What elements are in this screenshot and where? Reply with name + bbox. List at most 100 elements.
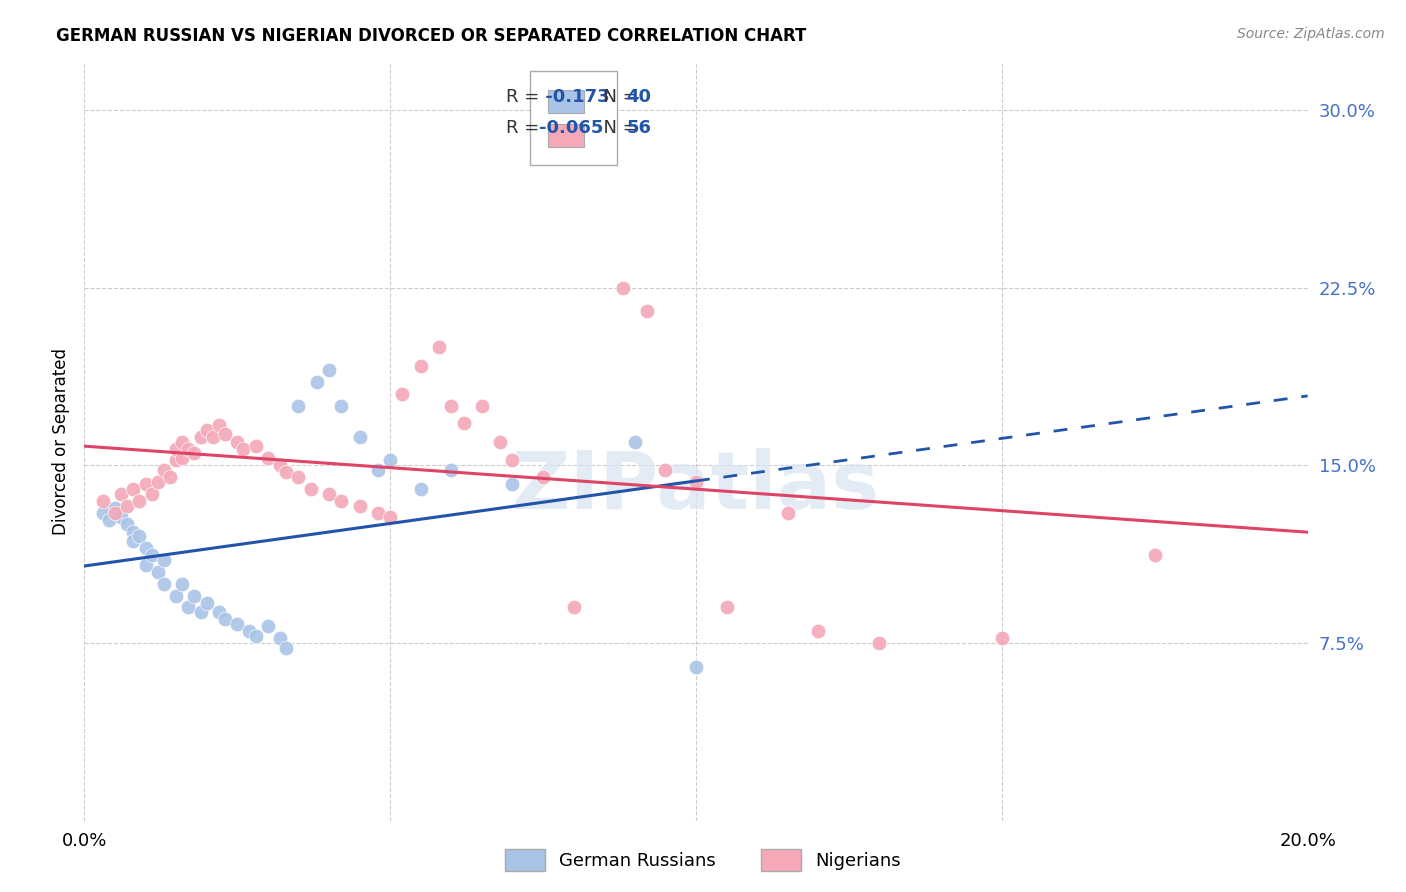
Point xyxy=(122,534,145,549)
Point xyxy=(287,470,309,484)
Point xyxy=(257,451,280,466)
Point xyxy=(177,442,200,456)
Point xyxy=(135,558,157,572)
Point xyxy=(214,612,236,626)
Point xyxy=(318,486,340,500)
Point xyxy=(367,463,389,477)
Point xyxy=(190,605,212,619)
Point xyxy=(269,631,291,645)
Point xyxy=(624,434,647,449)
Point xyxy=(115,517,138,532)
Point xyxy=(440,399,463,413)
Point xyxy=(183,589,205,603)
Point xyxy=(502,477,524,491)
Point xyxy=(183,446,205,460)
Point xyxy=(562,600,585,615)
Point xyxy=(330,493,353,508)
Text: N =: N = xyxy=(592,87,644,105)
Point xyxy=(1143,548,1166,563)
Point xyxy=(128,529,150,543)
Point xyxy=(214,427,236,442)
Point xyxy=(318,363,340,377)
Point xyxy=(245,629,267,643)
Point xyxy=(330,399,353,413)
Point xyxy=(232,442,254,456)
Point xyxy=(471,399,494,413)
Point xyxy=(245,439,267,453)
Point xyxy=(172,451,194,466)
Point xyxy=(257,619,280,633)
Point xyxy=(122,524,145,539)
Point xyxy=(146,475,169,489)
Text: GERMAN RUSSIAN VS NIGERIAN DIVORCED OR SEPARATED CORRELATION CHART: GERMAN RUSSIAN VS NIGERIAN DIVORCED OR S… xyxy=(56,27,807,45)
Point xyxy=(146,565,169,579)
Point xyxy=(172,434,194,449)
Point xyxy=(141,548,163,563)
Point xyxy=(391,387,413,401)
Point xyxy=(299,482,322,496)
Point xyxy=(135,477,157,491)
Point xyxy=(226,617,249,632)
Point xyxy=(165,453,187,467)
Point xyxy=(195,596,218,610)
Text: 56: 56 xyxy=(626,120,651,137)
Point xyxy=(110,510,132,524)
Point xyxy=(269,458,291,473)
Point xyxy=(776,506,799,520)
Point xyxy=(153,553,176,567)
Text: Source: ZipAtlas.com: Source: ZipAtlas.com xyxy=(1237,27,1385,41)
Point xyxy=(238,624,260,639)
Point xyxy=(654,463,676,477)
Point xyxy=(91,506,114,520)
Point xyxy=(427,340,450,354)
Point xyxy=(409,482,432,496)
Point xyxy=(869,636,891,650)
Point xyxy=(190,430,212,444)
Point xyxy=(409,359,432,373)
Point xyxy=(349,499,371,513)
Point xyxy=(141,486,163,500)
Point xyxy=(440,463,463,477)
Point xyxy=(349,430,371,444)
Point xyxy=(165,442,187,456)
Point xyxy=(685,475,707,489)
Point xyxy=(115,499,138,513)
Point xyxy=(612,280,634,294)
Point xyxy=(128,493,150,508)
Point xyxy=(453,416,475,430)
Point xyxy=(380,510,402,524)
Point xyxy=(685,659,707,673)
Point xyxy=(91,493,114,508)
Text: 40: 40 xyxy=(626,87,651,105)
Point xyxy=(165,589,187,603)
Text: ZIPatlas: ZIPatlas xyxy=(512,448,880,526)
Point xyxy=(276,466,298,480)
Point xyxy=(97,513,120,527)
Point xyxy=(159,470,181,484)
Y-axis label: Divorced or Separated: Divorced or Separated xyxy=(52,348,70,535)
Point xyxy=(380,453,402,467)
Point xyxy=(177,600,200,615)
Point xyxy=(305,376,328,390)
Point xyxy=(172,576,194,591)
Point xyxy=(104,500,127,515)
Point xyxy=(287,399,309,413)
Point xyxy=(195,423,218,437)
Point xyxy=(208,417,231,432)
Point xyxy=(153,576,176,591)
Point xyxy=(153,463,176,477)
Text: -0.173: -0.173 xyxy=(540,87,610,105)
Point xyxy=(104,506,127,520)
Point xyxy=(122,482,145,496)
Legend: , : , xyxy=(530,71,617,165)
Point xyxy=(991,631,1014,645)
Text: R =: R = xyxy=(506,120,546,137)
Point xyxy=(367,506,389,520)
Point xyxy=(226,434,249,449)
Point xyxy=(593,150,616,164)
Point xyxy=(636,304,658,318)
Text: N =: N = xyxy=(592,120,644,137)
Point xyxy=(489,434,512,449)
Text: -0.065: -0.065 xyxy=(540,120,603,137)
Point xyxy=(276,640,298,655)
